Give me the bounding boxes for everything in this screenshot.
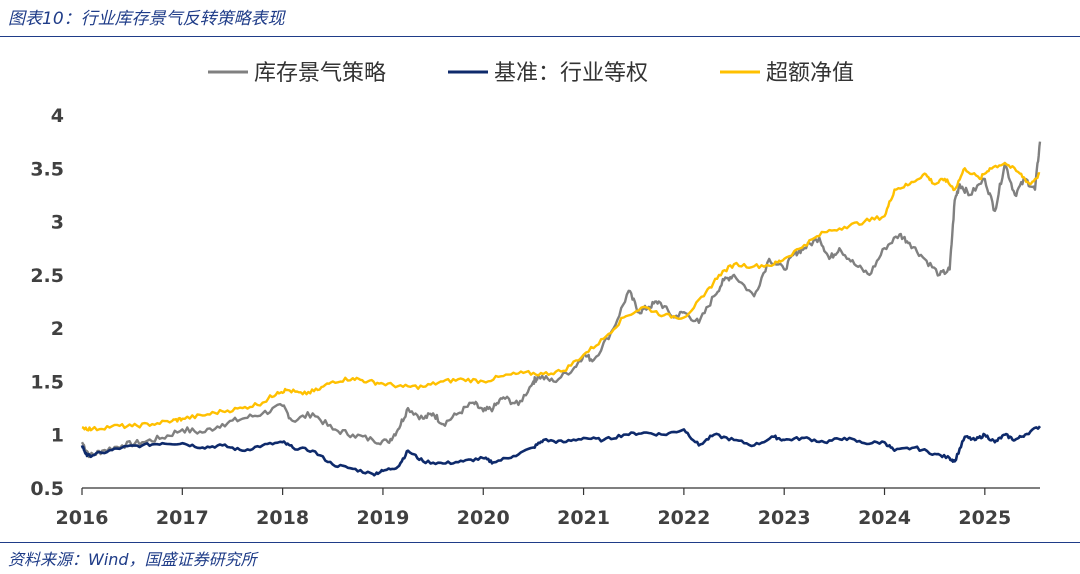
top-rule [0, 36, 1080, 37]
x-axis: 2016 2017 2018 2019 2020 2021 2022 2023 2024 2025 [56, 487, 1040, 529]
legend-label-strategy: 库存景气策略 [254, 61, 386, 86]
x-tick-label: 2024 [858, 507, 911, 529]
series-line-strategy [80, 141, 1042, 459]
y-tick-label: 2.5 [30, 265, 64, 287]
x-tick-label: 2025 [958, 507, 1011, 529]
plot-area [80, 141, 1042, 477]
x-tick-label: 2022 [657, 507, 710, 529]
x-tick-label: 2016 [56, 507, 109, 529]
legend-label-benchmark: 基准：行业等权 [494, 61, 648, 86]
y-tick-label: 2 [51, 318, 64, 340]
series-line-benchmark [80, 425, 1042, 477]
series-line-excess [81, 161, 1041, 432]
y-tick-label: 4 [51, 105, 64, 127]
x-tick-label: 2018 [256, 507, 309, 529]
x-tick-label: 2020 [457, 507, 510, 529]
y-axis: 0.5 1 1.5 2 2.5 3 3.5 4 [30, 105, 64, 500]
legend-label-excess: 超额净值 [766, 61, 854, 86]
bottom-rule [0, 542, 1080, 543]
figure-title: 图表10：行业库存景气反转策略表现 [8, 9, 285, 29]
x-tick-label: 2021 [557, 507, 610, 529]
legend: 库存景气策略 基准：行业等权 超额净值 [208, 61, 854, 86]
y-tick-label: 0.5 [30, 478, 64, 500]
y-tick-label: 1 [51, 425, 64, 447]
y-tick-label: 1.5 [30, 371, 64, 393]
y-tick-label: 3 [51, 212, 64, 234]
x-tick-label: 2019 [356, 507, 409, 529]
y-tick-label: 3.5 [30, 158, 64, 180]
x-tick-label: 2023 [758, 507, 811, 529]
source-note: 资料来源：Wind，国盛证券研究所 [8, 550, 257, 569]
x-tick-label: 2017 [156, 507, 209, 529]
